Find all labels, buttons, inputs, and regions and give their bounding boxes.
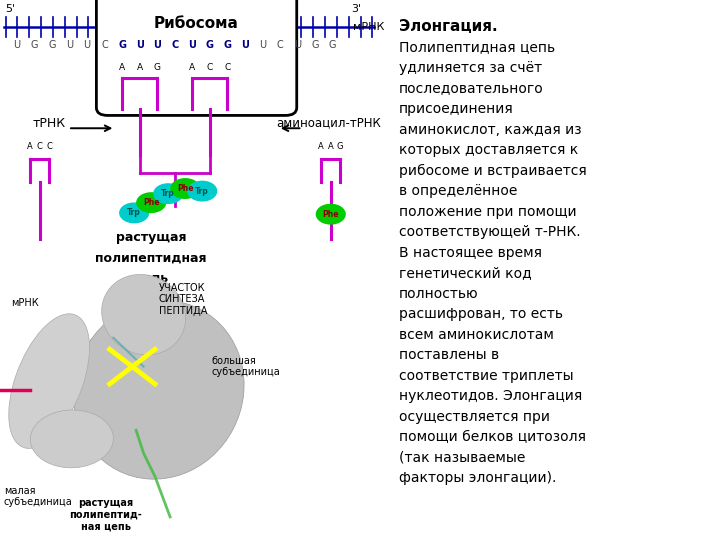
Text: 5': 5' bbox=[6, 4, 16, 14]
Text: соответствие триплеты: соответствие триплеты bbox=[399, 369, 573, 383]
Ellipse shape bbox=[30, 410, 113, 468]
Circle shape bbox=[154, 184, 183, 204]
Text: растущая
полипептид-
ная цепь: растущая полипептид- ная цепь bbox=[69, 498, 143, 531]
Text: аминоацил-тРНК: аминоацил-тРНК bbox=[276, 117, 381, 130]
Text: (так называемые: (так называемые bbox=[399, 451, 525, 465]
Text: U: U bbox=[294, 40, 301, 50]
Text: Trp: Trp bbox=[127, 208, 141, 218]
Text: C: C bbox=[171, 40, 179, 50]
Ellipse shape bbox=[9, 314, 89, 448]
Text: G: G bbox=[31, 40, 38, 50]
Text: расшифрован, то есть: расшифрован, то есть bbox=[399, 307, 562, 321]
Text: A: A bbox=[137, 64, 143, 72]
Ellipse shape bbox=[102, 274, 186, 355]
Text: A: A bbox=[189, 64, 195, 72]
Circle shape bbox=[316, 205, 345, 224]
Text: УЧАСТОК
СИНТЕЗА
ПЕПТИДА: УЧАСТОК СИНТЕЗА ПЕПТИДА bbox=[158, 283, 207, 316]
Text: A: A bbox=[119, 64, 125, 72]
FancyBboxPatch shape bbox=[96, 0, 297, 116]
Text: полностью: полностью bbox=[399, 287, 478, 301]
Text: U: U bbox=[259, 40, 266, 50]
Text: факторы элонгации).: факторы элонгации). bbox=[399, 471, 556, 485]
Text: удлиняется за счёт: удлиняется за счёт bbox=[399, 61, 541, 75]
Text: U: U bbox=[189, 40, 197, 50]
Text: Рибосома: Рибосома bbox=[154, 16, 239, 31]
Text: цепь: цепь bbox=[134, 272, 168, 285]
Text: Trp: Trp bbox=[161, 189, 175, 198]
Text: G: G bbox=[223, 40, 231, 50]
Text: U: U bbox=[66, 40, 73, 50]
Text: U: U bbox=[153, 40, 161, 50]
Circle shape bbox=[137, 193, 166, 212]
Text: U: U bbox=[84, 40, 91, 50]
Text: помощи белков цитозоля: помощи белков цитозоля bbox=[399, 430, 585, 444]
Text: осуществляется при: осуществляется при bbox=[399, 410, 549, 424]
Text: C: C bbox=[102, 40, 108, 50]
Text: Полипептидная цепь: Полипептидная цепь bbox=[399, 40, 554, 55]
Text: C: C bbox=[207, 64, 213, 72]
Text: C: C bbox=[276, 40, 284, 50]
Text: A: A bbox=[27, 141, 33, 151]
Text: U: U bbox=[14, 40, 21, 50]
Ellipse shape bbox=[73, 300, 244, 479]
Text: положение при помощи: положение при помощи bbox=[399, 205, 576, 219]
Text: мРНК: мРНК bbox=[12, 298, 39, 308]
Text: C: C bbox=[37, 141, 42, 151]
Circle shape bbox=[171, 179, 199, 198]
Text: G: G bbox=[206, 40, 214, 50]
Text: Элонгация.: Элонгация. bbox=[399, 19, 498, 34]
Text: Phe: Phe bbox=[143, 198, 159, 207]
Text: малая
субъединица: малая субъединица bbox=[4, 486, 73, 508]
Text: C: C bbox=[225, 64, 230, 72]
Text: 3': 3' bbox=[351, 4, 361, 14]
Text: мРНК: мРНК bbox=[354, 22, 384, 32]
Text: последовательного: последовательного bbox=[399, 82, 544, 96]
Text: A: A bbox=[328, 141, 333, 151]
Text: тРНК: тРНК bbox=[32, 117, 66, 130]
Text: поставлены в: поставлены в bbox=[399, 348, 499, 362]
Text: G: G bbox=[48, 40, 56, 50]
Text: растущая: растущая bbox=[116, 231, 186, 244]
Text: Trp: Trp bbox=[195, 187, 209, 195]
Text: A: A bbox=[318, 141, 324, 151]
Text: всем аминокислотам: всем аминокислотам bbox=[399, 328, 554, 342]
Text: присоединения: присоединения bbox=[399, 102, 513, 116]
Text: Phe: Phe bbox=[323, 210, 339, 219]
Circle shape bbox=[188, 181, 217, 201]
Text: которых доставляется к: которых доставляется к bbox=[399, 143, 578, 157]
Text: соответствующей т-РНК.: соответствующей т-РНК. bbox=[399, 225, 580, 239]
Text: аминокислот, каждая из: аминокислот, каждая из bbox=[399, 123, 581, 137]
Text: большая
субъединица: большая субъединица bbox=[212, 356, 280, 377]
Text: В настоящее время: В настоящее время bbox=[399, 246, 541, 260]
Text: G: G bbox=[329, 40, 336, 50]
Text: U: U bbox=[241, 40, 249, 50]
Text: генетический код: генетический код bbox=[399, 266, 531, 280]
Text: G: G bbox=[311, 40, 319, 50]
Text: G: G bbox=[337, 141, 343, 151]
Text: G: G bbox=[154, 64, 161, 72]
Text: U: U bbox=[136, 40, 144, 50]
Circle shape bbox=[120, 203, 148, 222]
Text: G: G bbox=[118, 40, 126, 50]
Text: в определённое: в определённое bbox=[399, 184, 517, 198]
Text: полипептидная: полипептидная bbox=[96, 251, 207, 264]
Text: C: C bbox=[46, 141, 52, 151]
Text: нуклеотидов. Элонгация: нуклеотидов. Элонгация bbox=[399, 389, 582, 403]
Text: Phe: Phe bbox=[177, 184, 194, 193]
Text: рибосоме и встраивается: рибосоме и встраивается bbox=[399, 164, 586, 178]
